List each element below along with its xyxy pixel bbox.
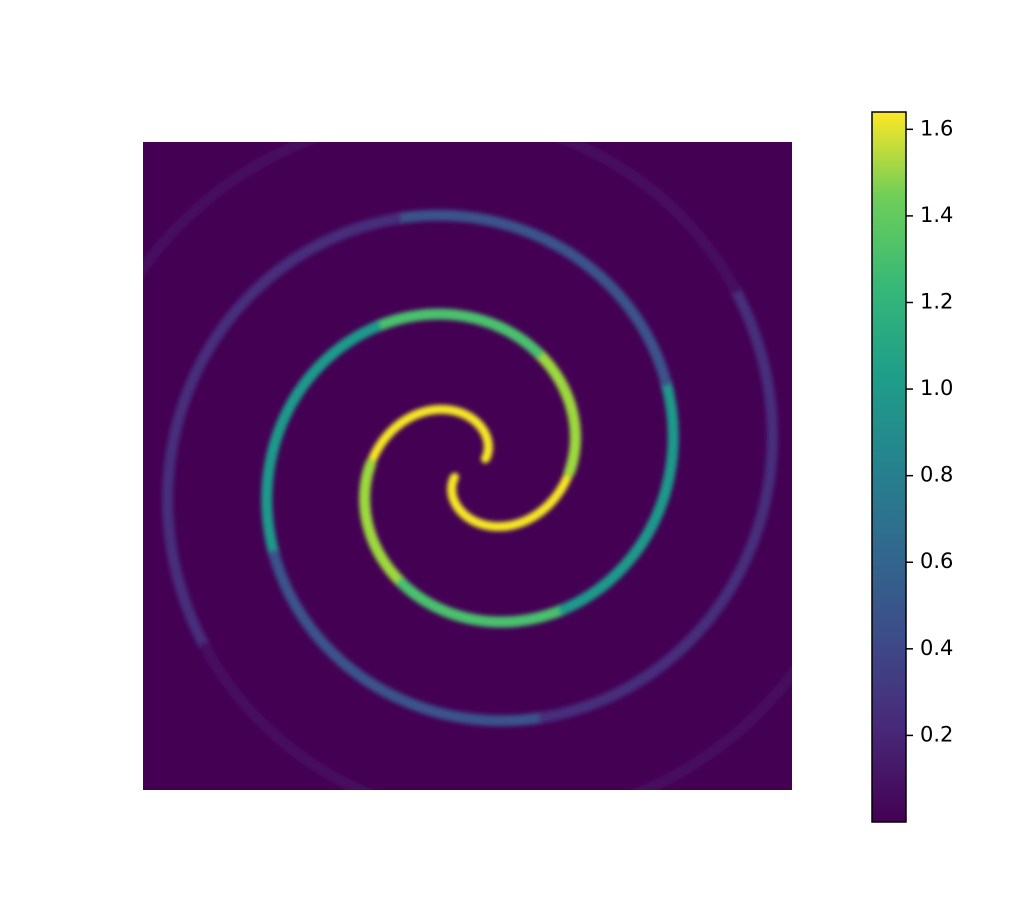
spiral-segment <box>390 117 404 119</box>
spiral-segment <box>91 635 97 651</box>
spiral-segment <box>306 136 320 141</box>
colorbar-tick-label: 1.6 <box>920 116 953 140</box>
spiral-segment <box>843 571 849 586</box>
colorbar-tick-label: 1.2 <box>920 289 953 313</box>
spiral-segment <box>97 651 103 666</box>
spiral-segment <box>133 269 142 282</box>
spiral-segment <box>404 116 418 117</box>
spiral-segment <box>70 442 72 458</box>
spiral-segment <box>70 539 72 555</box>
spiral-segment <box>447 116 461 117</box>
spiral-segment <box>125 282 133 295</box>
spiral-segment <box>837 585 843 599</box>
spiral-segment <box>69 458 70 474</box>
spiral-segment <box>530 128 543 132</box>
spiral-segment <box>607 800 621 805</box>
spiral-segment <box>543 132 556 136</box>
colorbar-tick-label: 0.2 <box>920 722 953 746</box>
spiral-segment <box>866 365 869 381</box>
spiral-segment <box>798 654 807 667</box>
colorbar-tick-label: 0.4 <box>920 636 953 660</box>
spiral-segment <box>72 426 75 442</box>
spiral-segment <box>862 510 865 526</box>
spiral-segment <box>86 619 91 635</box>
spiral-segment <box>333 128 347 132</box>
spiral-segment <box>78 587 82 603</box>
spiral-segment <box>593 804 607 808</box>
spiral-segment <box>74 571 77 587</box>
spiral-segment <box>104 666 111 681</box>
spiral-segment <box>868 478 870 494</box>
spiral-segment <box>86 365 91 380</box>
spiral-segment <box>91 351 97 366</box>
spiral-segment <box>489 119 503 121</box>
spiral-segment <box>69 523 70 539</box>
spiral-segment <box>815 628 823 641</box>
spiral-segment <box>836 270 842 285</box>
spiral-segment <box>418 116 432 117</box>
spiral-segment <box>870 397 871 413</box>
spiral-segment <box>465 818 479 819</box>
spiral-segment <box>854 541 858 556</box>
spiral-segment <box>789 667 798 679</box>
spiral-segment <box>854 317 859 333</box>
spiral-segment <box>479 819 493 820</box>
colorbar-tick-label: 1.0 <box>920 376 953 400</box>
spiral-segment <box>68 506 69 522</box>
spiral-segment <box>110 308 117 322</box>
spiral-segment <box>72 555 75 571</box>
spiral-segment <box>82 380 86 395</box>
spiral-segment <box>849 301 854 317</box>
spiral-segment <box>97 336 103 350</box>
spiral-segment <box>843 285 849 301</box>
spiral-segment <box>829 255 836 270</box>
spiral-segment <box>823 614 830 628</box>
spiral-segment <box>397 804 410 808</box>
spiral-segment <box>865 494 868 510</box>
spiral-segment <box>830 600 837 614</box>
spiral-segment <box>81 603 86 619</box>
spiral-segment <box>522 819 536 820</box>
spiral-segment <box>564 812 578 815</box>
spiral-segment <box>550 815 564 817</box>
spiral-segment <box>475 118 489 120</box>
spiral-segment <box>410 808 423 811</box>
spiral-segment <box>361 121 375 124</box>
spiral-segment <box>870 462 871 478</box>
spiral-segment <box>117 295 125 308</box>
colorbar-tick-label: 0.8 <box>920 463 953 487</box>
spiral-segment <box>503 122 517 125</box>
spiral-segment <box>451 817 465 819</box>
colorbar-tick-label: 1.4 <box>920 203 953 227</box>
spiral-segment <box>621 795 635 800</box>
spiral-segment <box>807 641 815 654</box>
spiral-segment <box>437 814 451 816</box>
spiral-segment <box>359 789 372 794</box>
spiral-segment <box>859 333 863 349</box>
spiral-segment <box>461 117 475 118</box>
spiral-segment <box>424 811 438 814</box>
spiral-segment <box>384 800 397 804</box>
spiral-segment <box>849 556 854 571</box>
spiral-segment <box>516 125 529 128</box>
colorbar <box>872 112 906 822</box>
spiral-segment <box>75 411 78 427</box>
colorbar-tick-label: 0.6 <box>920 549 953 573</box>
spiral-segment <box>536 817 550 819</box>
spiral-segment <box>319 132 333 137</box>
spiral-segment <box>858 525 862 540</box>
spiral-segment <box>556 136 569 141</box>
spiral-segment <box>862 349 865 365</box>
spiral-segment <box>579 808 593 811</box>
spiral-segment <box>68 474 69 490</box>
spiral-segment <box>868 381 870 397</box>
spiral-segment <box>103 322 110 336</box>
spiral-segment <box>376 119 390 121</box>
spiral-segment <box>507 820 521 821</box>
spiral-segment <box>78 395 82 410</box>
spiral-segment <box>371 795 384 800</box>
spiral-segment <box>347 124 361 127</box>
